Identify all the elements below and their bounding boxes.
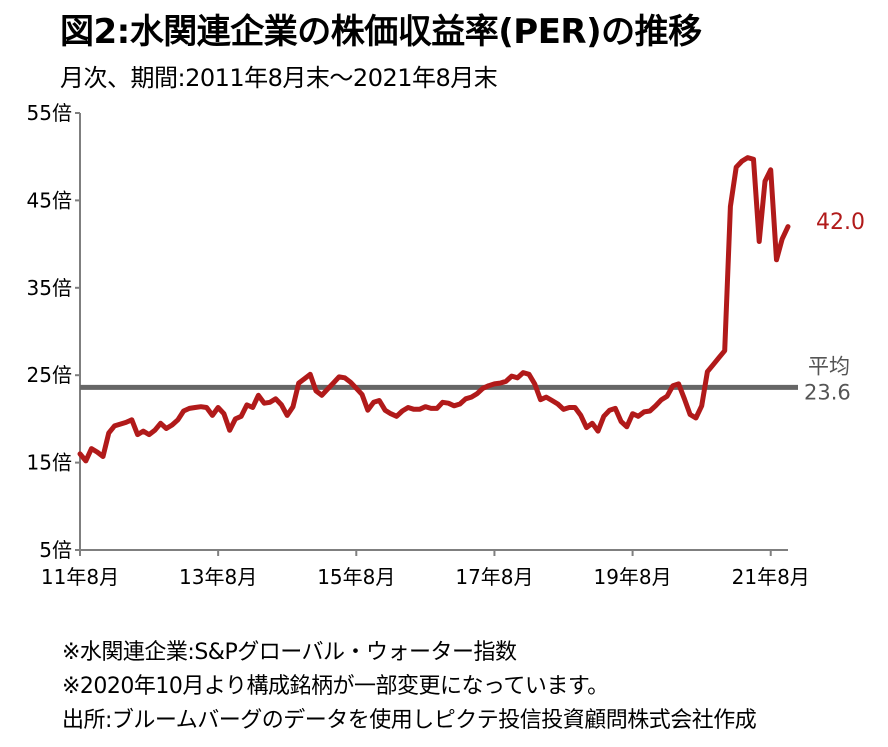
chart-subtitle: 月次、期間:2011年8月末～2021年8月末 [60,64,498,92]
x-axis-ticks: 11年8月 13年8月 15年8月 17年8月 19年8月 21年8月 [41,550,810,589]
average-value-label: 23.6 [804,380,851,404]
x-tick-label: 17年8月 [455,565,533,589]
footnote-source: 出所:ブルームバーグのデータを使用しピクテ投信投資顧問株式会社作成 [62,708,757,733]
x-tick-label: 21年8月 [732,565,810,589]
x-tick-label: 11年8月 [41,565,119,589]
y-tick-label: 35倍 [27,276,72,300]
y-tick-label: 15倍 [27,451,72,475]
average-label: 平均 [808,354,850,378]
y-tick-label: 25倍 [27,363,72,387]
x-tick-label: 19年8月 [593,565,671,589]
y-tick-label: 55倍 [27,101,72,125]
footnote-constituent-change: ※2020年10月より構成銘柄が一部変更になっています。 [62,674,609,699]
per-series-line [77,155,791,464]
y-axis-ticks: 5倍 15倍 25倍 35倍 45倍 55倍 [27,101,80,562]
series-end-value-label: 42.0 [816,210,865,235]
chart-title: 図2:水関連企業の株価収益率(PER)の推移 [60,12,702,52]
y-tick-label: 45倍 [27,188,72,212]
footnotes: ※水関連企業:S&Pグローバル・ウォーター指数 ※2020年10月より構成銘柄が… [62,636,757,738]
x-tick-label: 15年8月 [317,565,395,589]
footnote-index-definition: ※水関連企業:S&Pグローバル・ウォーター指数 [62,640,517,665]
x-tick-label: 13年8月 [179,565,257,589]
y-tick-label: 5倍 [39,538,72,562]
